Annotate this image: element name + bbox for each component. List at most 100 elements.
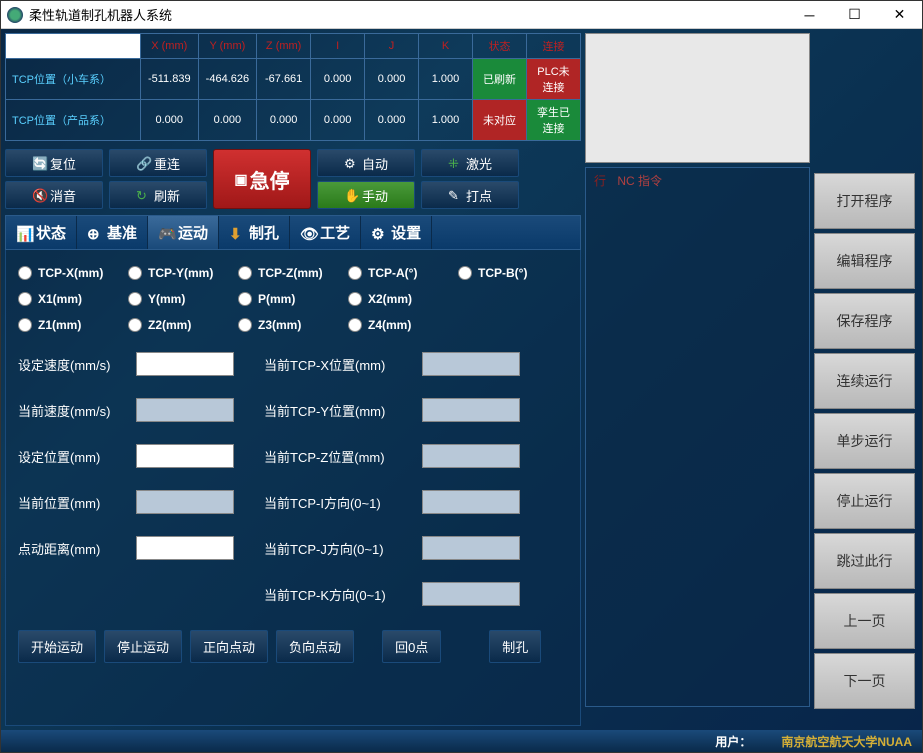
motion-action-button[interactable]: 回0点 — [382, 630, 441, 663]
axis-radio[interactable]: TCP-A(°) — [348, 266, 458, 280]
motion-action-button[interactable]: 制孔 — [489, 630, 541, 663]
nc-line-header: 行 — [594, 172, 614, 189]
app-icon — [7, 7, 23, 23]
axis-radio[interactable]: TCP-Z(mm) — [238, 266, 348, 280]
value-readout — [422, 352, 520, 376]
axis-radio[interactable]: TCP-Y(mm) — [128, 266, 238, 280]
emergency-stop-button[interactable]: ▣急停 — [213, 149, 311, 209]
radio-icon — [18, 266, 32, 280]
manual-button[interactable]: ✋手动 — [317, 181, 415, 209]
value-input[interactable] — [136, 444, 234, 468]
eye-icon: 👁 — [300, 225, 316, 241]
drill-icon: ⬇ — [229, 225, 245, 241]
mute-icon: 🔇 — [32, 188, 46, 202]
side-button[interactable]: 打开程序 — [814, 173, 915, 229]
tab-settings[interactable]: ⚙设置 — [361, 216, 432, 249]
reload-icon: ↻ — [136, 188, 150, 202]
axis-radio[interactable]: Z1(mm) — [18, 318, 128, 332]
tcp-position-table: X (mm) Y (mm) Z (mm) I J K 状态 连接 TCP位置（小… — [5, 33, 581, 141]
value-label: 当前TCP-Z位置(mm) — [264, 447, 414, 466]
value-label: 当前TCP-Y位置(mm) — [264, 401, 414, 420]
table-blank-cell — [6, 34, 141, 59]
radio-icon — [458, 266, 472, 280]
axis-radio[interactable]: Z2(mm) — [128, 318, 238, 332]
value-input[interactable] — [136, 352, 234, 376]
gear-icon: ⚙ — [371, 225, 387, 241]
side-button[interactable]: 上一页 — [814, 593, 915, 649]
value-label: 当前TCP-J方向(0~1) — [264, 539, 414, 558]
side-button[interactable]: 编辑程序 — [814, 233, 915, 289]
tab-process[interactable]: 👁工艺 — [290, 216, 361, 249]
axis-radio[interactable]: TCP-B(°) — [458, 266, 568, 280]
status-badge: 已刷新 — [472, 59, 526, 100]
status-badge: 未对应 — [472, 100, 526, 141]
minimize-button[interactable]: ─ — [787, 1, 832, 29]
axis-radio[interactable]: Z4(mm) — [348, 318, 458, 332]
radio-icon — [128, 266, 142, 280]
status-badge: PLC未连接 — [526, 59, 580, 100]
side-button[interactable]: 停止运行 — [814, 473, 915, 529]
table-row: TCP位置（小车系） -511.839 -464.626 -67.661 0.0… — [6, 59, 581, 100]
laser-button[interactable]: ⁜激光 — [421, 149, 519, 177]
value-label: 设定速度(mm/s) — [18, 355, 128, 374]
auto-button[interactable]: ⚙自动 — [317, 149, 415, 177]
maximize-button[interactable]: ☐ — [832, 1, 877, 29]
refresh-button[interactable]: ↻刷新 — [109, 181, 207, 209]
value-readout — [422, 582, 520, 606]
auto-icon: ⚙ — [344, 156, 358, 170]
nc-program-panel: 行 NC 指令 — [585, 167, 810, 707]
value-label: 当前位置(mm) — [18, 493, 128, 512]
radio-icon — [18, 318, 32, 332]
side-button[interactable]: 连续运行 — [814, 353, 915, 409]
axis-radio[interactable]: X2(mm) — [348, 292, 458, 306]
user-label: 用户： — [715, 733, 751, 750]
status-bar: 用户： 南京航空航天大学NUAA — [1, 730, 922, 752]
value-input[interactable] — [136, 490, 234, 514]
axis-radio[interactable]: P(mm) — [238, 292, 348, 306]
reset-button[interactable]: 🔄复位 — [5, 149, 103, 177]
radio-icon — [348, 318, 362, 332]
main-tabs: 📊状态 ⊕基准 🎮运动 ⬇制孔 👁工艺 ⚙设置 — [5, 215, 581, 250]
motion-action-button[interactable]: 负向点动 — [276, 630, 354, 663]
motion-panel: TCP-X(mm)TCP-Y(mm)TCP-Z(mm)TCP-A(°)TCP-B… — [5, 250, 581, 726]
axis-radio[interactable]: Y(mm) — [128, 292, 238, 306]
motion-action-button[interactable]: 开始运动 — [18, 630, 96, 663]
value-readout — [422, 444, 520, 468]
tab-status[interactable]: 📊状态 — [6, 216, 77, 249]
side-button[interactable]: 单步运行 — [814, 413, 915, 469]
status-icon: 📊 — [16, 225, 32, 241]
mute-button[interactable]: 🔇消音 — [5, 181, 103, 209]
refresh-icon: 🔄 — [32, 156, 46, 170]
value-label: 设定位置(mm) — [18, 447, 128, 466]
radio-icon — [128, 292, 142, 306]
dot-button[interactable]: ✎打点 — [421, 181, 519, 209]
axis-radio[interactable]: Z3(mm) — [238, 318, 348, 332]
titlebar: 柔性轨道制孔机器人系统 ─ ☐ ✕ — [1, 1, 922, 29]
side-button[interactable]: 下一页 — [814, 653, 915, 709]
tab-datum[interactable]: ⊕基准 — [77, 216, 148, 249]
table-row: TCP位置（产品系） 0.000 0.000 0.000 0.000 0.000… — [6, 100, 581, 141]
motion-action-button[interactable]: 停止运动 — [104, 630, 182, 663]
radio-icon — [238, 318, 252, 332]
value-label: 当前TCP-I方向(0~1) — [264, 493, 414, 512]
axis-radio[interactable]: TCP-X(mm) — [18, 266, 128, 280]
value-readout — [422, 536, 520, 560]
value-input[interactable] — [136, 536, 234, 560]
pen-icon: ✎ — [448, 188, 462, 202]
value-label: 点动距离(mm) — [18, 539, 128, 558]
reconnect-button[interactable]: 🔗重连 — [109, 149, 207, 177]
preview-viewport — [585, 33, 810, 163]
side-button[interactable]: 保存程序 — [814, 293, 915, 349]
close-button[interactable]: ✕ — [877, 1, 922, 29]
radio-icon — [238, 266, 252, 280]
value-input[interactable] — [136, 398, 234, 422]
side-button[interactable]: 跳过此行 — [814, 533, 915, 589]
axis-radio[interactable]: X1(mm) — [18, 292, 128, 306]
tab-motion[interactable]: 🎮运动 — [148, 216, 219, 249]
status-badge: 孪生已连接 — [526, 100, 580, 141]
value-label: 当前TCP-X位置(mm) — [264, 355, 414, 374]
radio-icon — [348, 266, 362, 280]
motion-action-button[interactable]: 正向点动 — [190, 630, 268, 663]
tab-drill[interactable]: ⬇制孔 — [219, 216, 290, 249]
org-label: 南京航空航天大学NUAA — [781, 733, 912, 750]
